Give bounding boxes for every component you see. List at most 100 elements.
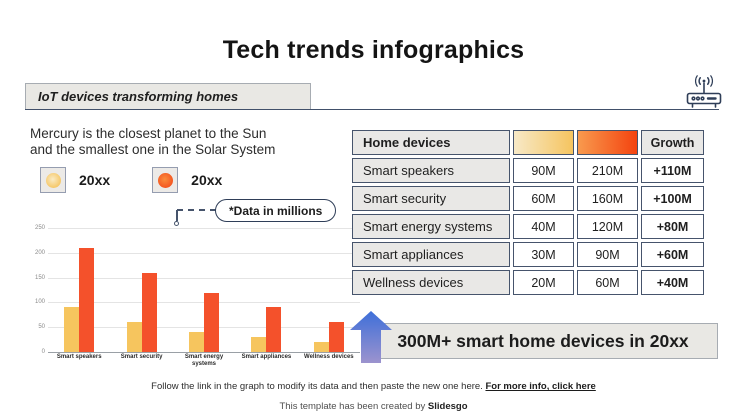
gridline xyxy=(48,228,360,229)
chart-bars xyxy=(48,228,360,352)
chart-yticks: 0 50 100 150 200 250 xyxy=(33,225,45,355)
device-name: Smart energy systems xyxy=(352,214,510,239)
table-row: Wellness devices 20M 60M +40M xyxy=(352,270,704,295)
year2-value: 160M xyxy=(577,186,638,211)
table-header-row: Home devices Growth xyxy=(352,130,704,155)
bar-chart[interactable]: 0 50 100 150 200 250 Smart speakers Smart secu… xyxy=(33,222,363,367)
bar-group xyxy=(110,228,172,352)
y-axis-tick-label: 250 xyxy=(34,225,45,231)
note-connector-vertical xyxy=(176,210,178,221)
data-note-bubble: *Data in millions xyxy=(215,199,337,222)
bar-group xyxy=(173,228,235,352)
bar-group xyxy=(48,228,110,352)
legend-label-year2: 20xx xyxy=(191,172,223,188)
bar-group xyxy=(235,228,297,352)
tagline-text: IoT devices transforming homes xyxy=(38,89,239,104)
template-credit: This template has been created by Slides… xyxy=(0,401,747,412)
bar-series1-smart-speakers xyxy=(64,307,80,352)
gridline xyxy=(48,352,360,353)
footer-note: Follow the link in the graph to modify i… xyxy=(0,381,747,392)
chart-xlabels: Smart speakers Smart security Smart energy… xyxy=(48,354,360,368)
x-axis-category-label: Wellness devices xyxy=(304,354,354,360)
legend-item-year1: 20xx xyxy=(40,167,110,193)
data-note-text: *Data in millions xyxy=(229,203,323,218)
growth-value: +40M xyxy=(641,270,704,295)
bar-series2-wellness-devices xyxy=(328,322,344,352)
bar-series1-smart-energy-systems xyxy=(189,332,205,352)
wifi-router-icon xyxy=(684,73,724,110)
note-connector-horizontal xyxy=(177,209,216,211)
y-axis-tick-label: 50 xyxy=(38,324,45,331)
legend-dot xyxy=(45,172,61,188)
device-name: Smart security xyxy=(352,186,510,211)
table-row: Smart energy systems 40M 120M +80M xyxy=(352,214,704,239)
y-axis-tick-label: 200 xyxy=(34,249,45,256)
table-row: Smart appliances 30M 90M +60M xyxy=(352,242,704,267)
device-name: Wellness devices xyxy=(352,270,510,295)
gridline xyxy=(48,327,360,329)
legend-dot xyxy=(157,172,173,188)
bar-series1-smart-appliances xyxy=(251,337,267,352)
year1-value: 90M xyxy=(513,158,574,183)
growth-value: +100M xyxy=(641,186,704,211)
bar-series2-smart-energy-systems xyxy=(204,292,220,352)
year2-value: 120M xyxy=(577,214,638,239)
device-name: Smart appliances xyxy=(352,242,510,267)
year1-value: 40M xyxy=(513,214,574,239)
chart-legend: 20xx 20xx xyxy=(40,167,222,193)
year1-value: 60M xyxy=(513,186,574,211)
growth-value: +60M xyxy=(641,242,704,267)
header-divider xyxy=(25,109,719,110)
table-year2-header-cell xyxy=(577,130,638,155)
table-row: Smart security 60M 160M +100M xyxy=(352,186,704,211)
x-axis-category-label: Smart energy systems xyxy=(184,354,224,367)
legend-label-year1: 20xx xyxy=(79,172,111,188)
description-line-1: Mercury is the closest planet to the Sun xyxy=(30,126,267,141)
table-year1-header-cell xyxy=(513,130,574,155)
y-axis-tick-label: 100 xyxy=(34,299,45,306)
year1-value: 30M xyxy=(513,242,574,267)
bar-series1-smart-security xyxy=(126,322,142,352)
year2-value: 60M xyxy=(577,270,638,295)
bar-group xyxy=(298,228,360,352)
growth-value: +80M xyxy=(641,214,704,239)
year2-value: 210M xyxy=(577,158,638,183)
bar-series2-smart-speakers xyxy=(79,247,95,352)
note-connector-endpoint xyxy=(174,221,179,226)
footer-info-link[interactable]: For more info, click here xyxy=(485,381,596,392)
legend-swatch-year1 xyxy=(40,167,66,193)
credit-text: This template has been created by xyxy=(279,401,428,412)
bar-series1-wellness-devices xyxy=(313,342,329,352)
arrow-up-icon xyxy=(350,311,392,363)
summary-callout: 300M+ smart home devices in 20xx xyxy=(368,323,718,359)
legend-item-year2: 20xx xyxy=(152,167,222,193)
table-header-growth: Growth xyxy=(641,130,704,155)
summary-callout-text: 300M+ smart home devices in 20xx xyxy=(397,330,689,351)
y-axis-tick-label: 150 xyxy=(34,274,45,281)
x-axis-category-label: Smart appliances xyxy=(241,354,292,360)
x-axis-category-label: Smart speakers xyxy=(56,354,102,360)
credit-brand: Slidesgo xyxy=(427,401,468,412)
table-row: Smart speakers 90M 210M +110M xyxy=(352,158,704,183)
footer-note-text: Follow the link in the graph to modify i… xyxy=(151,381,486,392)
description-text: Mercury is the closest planet to the Sun… xyxy=(30,126,360,158)
tagline-box: IoT devices transforming homes xyxy=(25,83,311,110)
year2-value: 90M xyxy=(577,242,638,267)
growth-value: +110M xyxy=(641,158,704,183)
year1-value: 20M xyxy=(513,270,574,295)
gridline xyxy=(48,277,360,279)
device-name: Smart speakers xyxy=(352,158,510,183)
devices-table: Home devices Growth Smart speakers 90M 2… xyxy=(349,127,707,298)
chart-plot xyxy=(48,228,360,353)
x-axis-category-label: Smart security xyxy=(120,354,163,360)
legend-swatch-year2 xyxy=(152,167,179,193)
y-axis-tick-label: 0 xyxy=(41,349,45,355)
bar-series2-smart-appliances xyxy=(266,307,282,352)
gridline xyxy=(48,302,360,304)
page-title: Tech trends infographics xyxy=(222,36,525,64)
gridline xyxy=(48,252,360,254)
bar-series2-smart-security xyxy=(141,272,157,352)
description-line-2: and the smallest one in the Solar System xyxy=(30,142,276,157)
table-header-devices: Home devices xyxy=(352,130,510,155)
